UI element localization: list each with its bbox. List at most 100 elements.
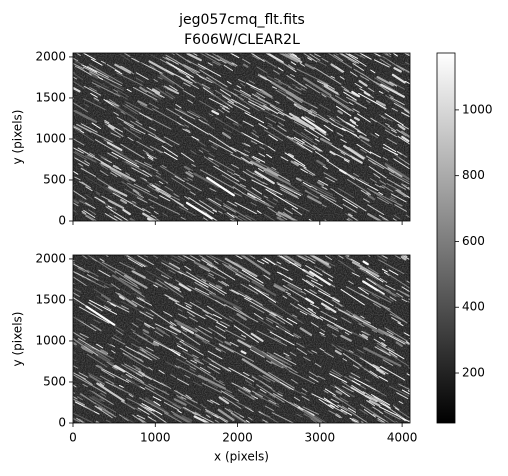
streak [79, 199, 92, 206]
streak [373, 302, 381, 309]
streak [250, 349, 265, 358]
streak [177, 308, 183, 312]
streak [173, 199, 189, 211]
streak [380, 255, 388, 259]
streak [155, 87, 171, 98]
streak [182, 350, 200, 361]
streak [395, 341, 403, 347]
streak [161, 85, 168, 90]
streak [394, 293, 400, 298]
streak [256, 384, 285, 403]
streak [250, 345, 267, 356]
streak [321, 204, 327, 208]
streak [224, 390, 235, 398]
streak [369, 189, 403, 207]
streak [291, 207, 303, 216]
streak [129, 217, 137, 221]
streak [73, 374, 107, 394]
streak [73, 350, 76, 355]
streak [111, 383, 135, 397]
streak [285, 91, 303, 104]
streak [144, 306, 151, 312]
streak [260, 108, 274, 116]
streak [315, 127, 327, 136]
streak [330, 75, 336, 79]
streak [180, 396, 187, 400]
streak [237, 123, 243, 127]
streak [201, 259, 236, 281]
streak [316, 159, 326, 167]
streak [203, 118, 208, 122]
streak [269, 104, 293, 120]
streak [286, 96, 313, 114]
streak [236, 313, 247, 321]
streak [408, 367, 410, 369]
streak [208, 283, 227, 295]
streak [386, 288, 391, 292]
streak [73, 246, 81, 250]
streak [236, 85, 242, 89]
streak [139, 404, 168, 423]
streak [107, 124, 115, 130]
streak [113, 44, 121, 50]
streak [132, 414, 146, 423]
streak [392, 405, 399, 410]
streak [58, 145, 69, 151]
streak [228, 316, 251, 330]
streak [321, 186, 328, 190]
streak [120, 111, 126, 115]
x-tick-label: 3000 [305, 431, 336, 445]
streak [178, 354, 187, 360]
streak [187, 177, 193, 181]
streak [218, 343, 255, 362]
streak [186, 311, 195, 317]
streak [183, 90, 196, 98]
streak [268, 399, 277, 405]
streak [332, 299, 343, 307]
streak [372, 406, 381, 412]
streak [275, 59, 294, 70]
streak [317, 189, 336, 199]
streak [378, 191, 383, 195]
streak [82, 53, 96, 60]
streak [205, 410, 219, 419]
streak [142, 207, 151, 214]
streak [340, 334, 352, 342]
streak [354, 313, 369, 324]
streak [379, 277, 388, 283]
streak [305, 265, 323, 276]
streak [319, 347, 325, 352]
streak [189, 191, 196, 196]
streak [289, 351, 297, 357]
streak [186, 53, 202, 62]
streak [258, 374, 271, 383]
streak [393, 158, 410, 170]
streak [138, 370, 145, 376]
streak [251, 175, 265, 184]
streak [317, 181, 325, 187]
streak [237, 215, 249, 221]
streak [251, 156, 261, 163]
streak [201, 257, 218, 269]
streak [178, 271, 198, 281]
streak [335, 347, 342, 352]
streak [189, 368, 196, 373]
streak [67, 140, 71, 142]
streak [205, 197, 227, 212]
streak [319, 137, 333, 146]
streak [282, 363, 298, 374]
streak [119, 277, 140, 290]
streak [293, 136, 305, 144]
streak [318, 179, 329, 186]
streak [200, 330, 213, 339]
streak [89, 396, 117, 413]
streak [143, 332, 171, 350]
streak [169, 325, 182, 333]
streak [178, 283, 192, 292]
streak [376, 390, 387, 397]
streak [287, 64, 296, 70]
streak [408, 298, 410, 301]
streak [212, 143, 219, 148]
streak [75, 60, 83, 65]
